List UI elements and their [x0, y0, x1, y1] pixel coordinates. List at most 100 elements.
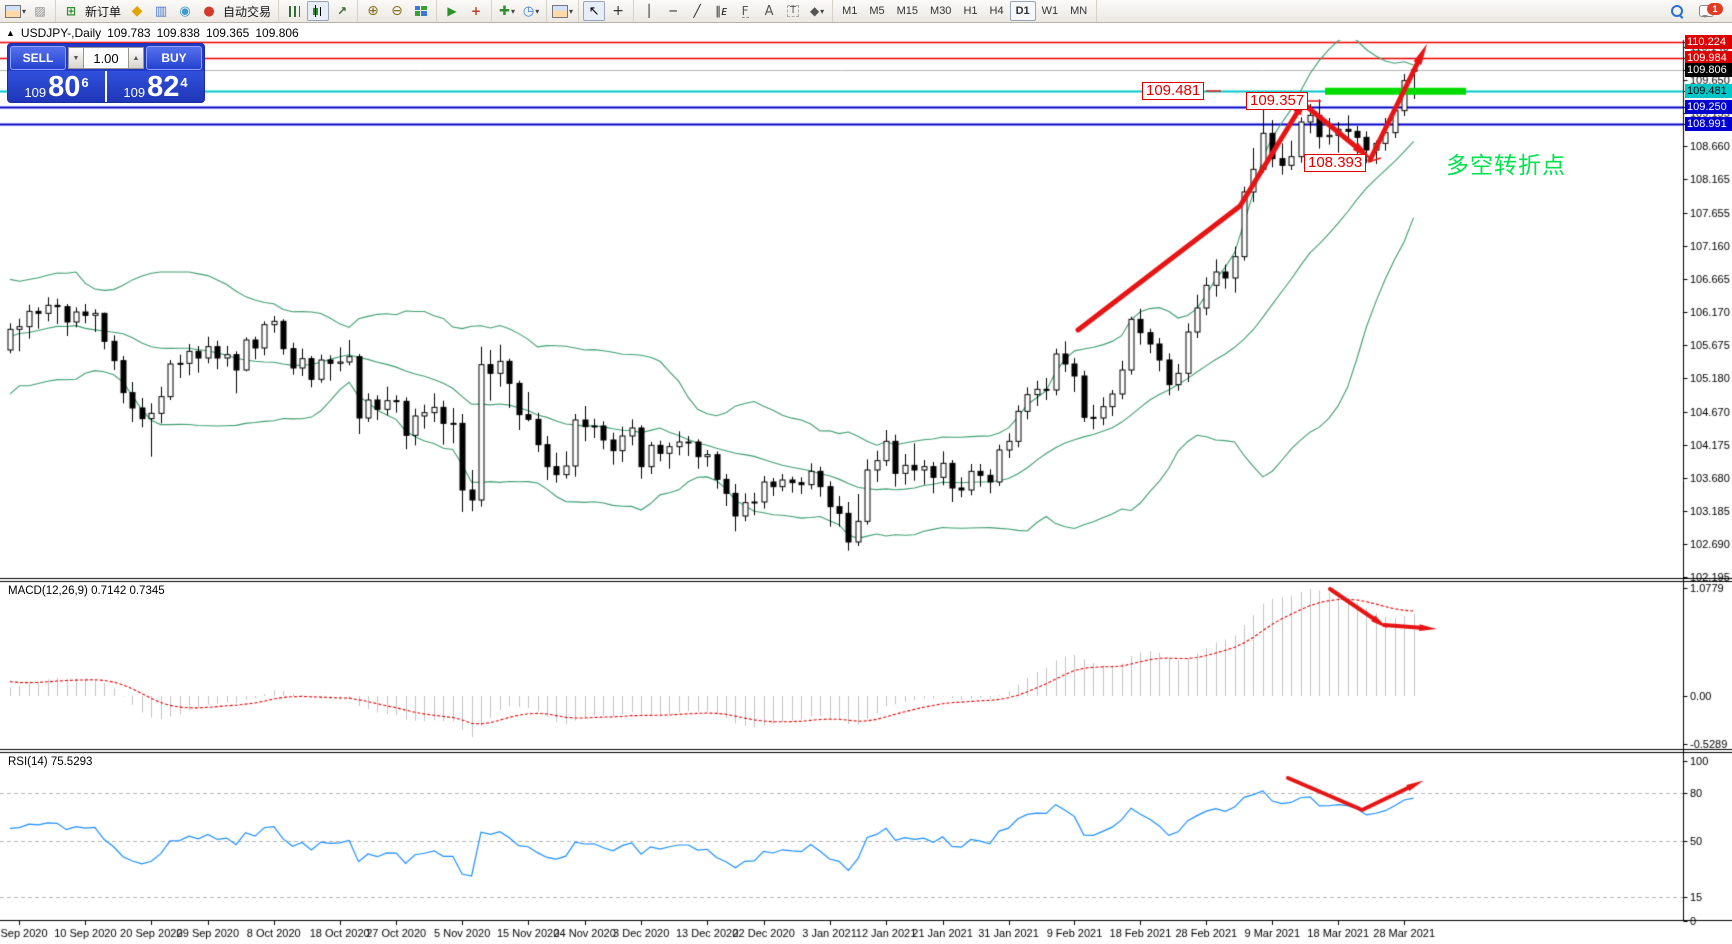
- timeframe-M30[interactable]: M30: [930, 5, 952, 17]
- horizontal-line-icon: ─: [669, 4, 677, 18]
- autotrading-label[interactable]: 自动交易: [223, 4, 272, 19]
- sell-price-pip: 6: [81, 75, 89, 90]
- ohlc-open: 109.783: [107, 26, 151, 40]
- price-tag: 109.250: [1685, 99, 1732, 114]
- line-chart-icon: ↗: [337, 4, 348, 18]
- candlestick-icon: [313, 5, 324, 17]
- buy-price-big: 82: [147, 70, 180, 103]
- cursor-icon: ↖: [588, 3, 600, 19]
- volume-decrease-button[interactable]: ▼: [68, 47, 84, 69]
- price-label-109357[interactable]: 109.357: [1246, 92, 1309, 110]
- buy-price[interactable]: 109 82 4: [107, 71, 204, 102]
- timeframe-W1[interactable]: W1: [1041, 5, 1059, 17]
- line-chart-button[interactable]: ↗: [331, 1, 353, 21]
- chart-shift-button[interactable]: +: [465, 1, 487, 21]
- timeframe-MN[interactable]: MN: [1070, 5, 1088, 17]
- profiles-icon: ▨: [34, 4, 46, 18]
- buy-button[interactable]: BUY: [146, 46, 202, 70]
- data-window-icon: ▥: [154, 3, 168, 19]
- autotrading-icon: ●: [203, 3, 215, 19]
- templates-button[interactable]: ▾: [551, 1, 574, 21]
- volume-increase-button[interactable]: ▲: [128, 47, 144, 69]
- text-button[interactable]: A: [758, 1, 780, 21]
- zoom-out-button[interactable]: ⊖: [386, 1, 408, 21]
- fibonacci-icon: F: [741, 3, 749, 18]
- chevron-down-icon: ▾: [535, 6, 540, 16]
- price-tag: 109.806: [1685, 62, 1732, 77]
- notification-badge: 1: [1707, 3, 1723, 15]
- shapes-icon: ◆: [809, 4, 820, 18]
- sell-price-prefix: 109: [24, 84, 47, 100]
- bar-chart-icon: [288, 5, 300, 17]
- new-order-icon: ⊞: [65, 4, 77, 18]
- search-button[interactable]: [1666, 1, 1688, 21]
- autotrading-button[interactable]: ●: [198, 1, 220, 21]
- indicators-icon: ✚: [499, 3, 510, 19]
- timeframe-D1[interactable]: D1: [1009, 1, 1036, 21]
- auto-scroll-icon: ▶: [447, 4, 457, 18]
- timeframe-H4[interactable]: H4: [989, 5, 1004, 17]
- templates-icon: [552, 4, 569, 18]
- arrows-button[interactable]: ◆ ▾: [806, 1, 828, 21]
- zoom-out-icon: ⊖: [391, 3, 403, 19]
- notifications-button[interactable]: 1: [1695, 1, 1723, 21]
- sell-button[interactable]: SELL: [10, 46, 66, 70]
- ohlc-high: 109.838: [156, 26, 200, 40]
- collapse-icon[interactable]: ▲: [6, 28, 15, 38]
- vertical-line-button[interactable]: │: [638, 1, 660, 21]
- chevron-down-icon: ▾: [22, 6, 27, 16]
- timeframe-M15[interactable]: M15: [896, 5, 919, 17]
- cursor-button[interactable]: ↖: [583, 1, 606, 21]
- zoom-in-icon: ⊕: [367, 3, 379, 19]
- profiles-button[interactable]: ▨: [29, 1, 51, 21]
- buy-price-prefix: 109: [123, 84, 146, 100]
- price-tag: 109.984: [1685, 50, 1732, 65]
- periods-button[interactable]: ◷ ▾: [520, 1, 542, 21]
- zoom-in-button[interactable]: ⊕: [362, 1, 384, 21]
- data-window-button[interactable]: ▥: [150, 1, 172, 21]
- new-order-label[interactable]: 新订单: [85, 4, 122, 19]
- timeframe-M5[interactable]: M5: [869, 5, 885, 17]
- strategy-tester-button[interactable]: ◉: [174, 1, 196, 21]
- equidistant-channel-icon: ∥ᴇ: [715, 4, 727, 18]
- search-icon: [1671, 5, 1683, 17]
- price-tag: 109.481: [1685, 84, 1732, 99]
- auto-scroll-button[interactable]: ▶: [441, 1, 463, 21]
- timeframe-M1[interactable]: M1: [842, 5, 858, 17]
- horizontal-line-button[interactable]: ─: [662, 1, 684, 21]
- market-watch-icon: ◆: [131, 3, 143, 19]
- crosshair-icon: +: [612, 3, 624, 19]
- timeframe-toolbar: M1 M5 M15 M30 H1 H4 D1 W1 MN: [833, 0, 1098, 22]
- trendline-button[interactable]: ╱: [686, 1, 708, 21]
- price-label-109481[interactable]: 109.481: [1142, 82, 1205, 100]
- indicators-button[interactable]: ✚ ▾: [496, 1, 518, 21]
- toolbar: ▾ ▨ ⊞ 新订单 ◆ ▥ ◉ ● 自动交易 ↗ ⊕ ⊖ ▶ + ✚ ▾ ◷ ▾ ▾…: [0, 0, 1732, 23]
- sell-price[interactable]: 109 80 6: [8, 71, 107, 102]
- fibonacci-button[interactable]: F: [734, 1, 756, 21]
- rsi-label: RSI(14) 75.5293: [8, 756, 93, 768]
- channel-button[interactable]: ∥ᴇ: [710, 1, 732, 21]
- tile-windows-button[interactable]: [410, 1, 432, 21]
- timeframe-H1[interactable]: H1: [963, 5, 978, 17]
- text-label-button[interactable]: T: [782, 1, 804, 21]
- bar-chart-button[interactable]: [283, 1, 305, 21]
- new-chart-button[interactable]: ▾: [4, 1, 27, 21]
- ohlc-low: 109.365: [205, 26, 250, 40]
- symbol-timeframe: USDJPY-,Daily: [20, 26, 102, 40]
- turning-point-note[interactable]: 多空转折点: [1446, 152, 1566, 178]
- buy-price-pip: 4: [180, 75, 188, 90]
- crosshair-button[interactable]: +: [607, 1, 629, 21]
- chevron-down-icon: ▾: [820, 6, 825, 16]
- trendline-icon: ╱: [693, 4, 701, 18]
- macd-label: MACD(12,26,9) 0.7142 0.7345: [8, 585, 165, 597]
- sell-price-big: 80: [48, 70, 81, 103]
- price-label-108393[interactable]: 108.393: [1304, 154, 1367, 172]
- candlestick-chart-button[interactable]: [307, 1, 330, 21]
- new-chart-icon: [5, 4, 21, 18]
- chevron-down-icon: ▾: [510, 6, 515, 16]
- volume-input[interactable]: 1.00: [84, 47, 128, 69]
- market-watch-button[interactable]: ◆: [126, 1, 148, 21]
- new-order-button[interactable]: ⊞: [60, 1, 82, 21]
